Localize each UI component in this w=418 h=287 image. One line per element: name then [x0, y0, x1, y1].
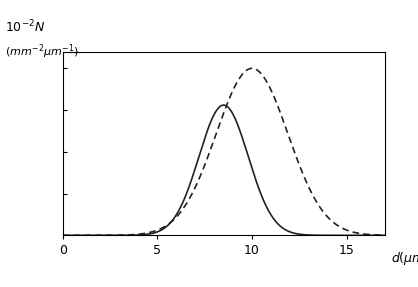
Text: $d(\mu m)$: $d(\mu m)$ — [391, 250, 418, 267]
Text: $10^{-2}N$: $10^{-2}N$ — [5, 19, 45, 35]
Text: $(mm^{-2}\mu m^{-1})$: $(mm^{-2}\mu m^{-1})$ — [5, 42, 79, 61]
